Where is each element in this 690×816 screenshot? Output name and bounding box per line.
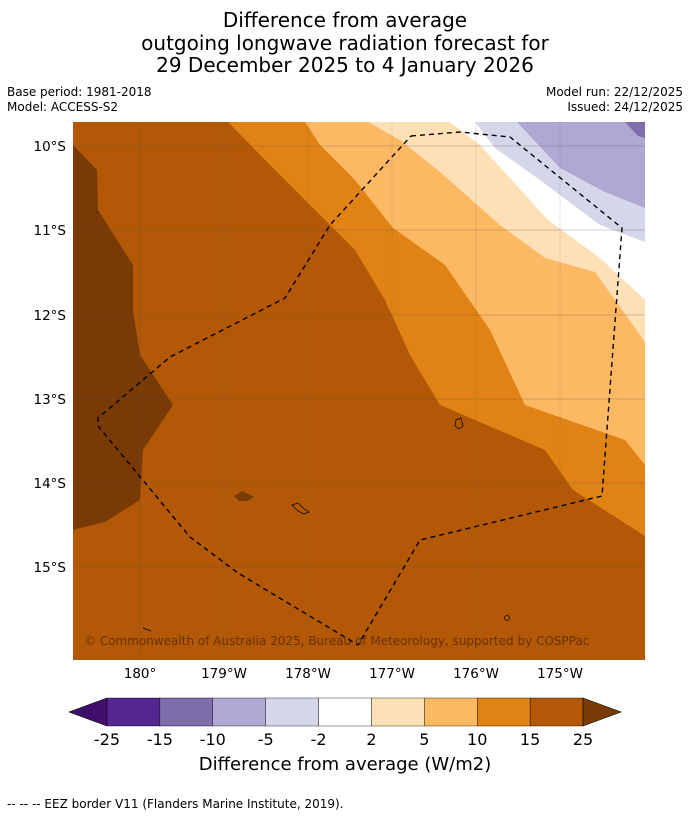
island-center: [291, 502, 310, 515]
colorbar-box-3: [265, 697, 319, 727]
colorbar-label: 5: [419, 730, 429, 749]
island-speck: [96, 211, 99, 214]
lon-label-175w: 175°W: [537, 666, 583, 682]
colorbar-box-5: [371, 697, 425, 727]
graticule: [73, 122, 645, 660]
contour-neg15-neg10: [625, 122, 645, 138]
contour-fills: [73, 122, 645, 660]
colorbar-box-6: [424, 697, 478, 727]
island-reef: [142, 627, 152, 632]
island-north: [454, 417, 464, 430]
colorbar-label: 15: [520, 730, 540, 749]
lat-label-11s: 11°S: [34, 223, 67, 239]
eez-border: [97, 131, 623, 646]
colorbar-label: 10: [467, 730, 487, 749]
meta-right: Model run: 22/12/2025 Issued: 24/12/2025: [546, 85, 683, 115]
colorbar-box-2: [212, 697, 266, 727]
model-name: Model: ACCESS-S2: [7, 100, 119, 114]
base-period: Base period: 1981-2018: [7, 85, 152, 99]
model-run: Model run: 22/12/2025: [545, 85, 683, 99]
copyright-text: © Commonwealth of Australia 2025, Bureau…: [84, 634, 589, 648]
colorbar-label: -10: [200, 730, 226, 749]
footnote-eez: -- -- -- EEZ border V11 (Flanders Marine…: [7, 797, 344, 811]
islands: [96, 211, 510, 632]
lon-label-177w: 177°W: [369, 666, 415, 682]
colorbar-box-4: [318, 697, 372, 727]
lat-label-10s: 10°S: [34, 139, 67, 155]
colorbar-label: 2: [366, 730, 376, 749]
contour-above-25: [73, 145, 173, 530]
island-southeast: [504, 615, 510, 621]
contour-neg10-neg5: [517, 122, 645, 208]
lat-axis: 10°S 11°S 12°S 13°S 14°S 15°S: [34, 139, 67, 576]
colorbar-box-0: [106, 697, 161, 727]
title-line-1: Difference from average: [222, 8, 468, 32]
lat-label-14s: 14°S: [34, 476, 67, 492]
lon-label-179w: 179°W: [201, 666, 247, 682]
island-west: [234, 491, 254, 501]
colorbar: -25 -15 -10 -5 -2 2 5 10 15 25: [68, 697, 622, 749]
lon-axis: 180° 179°W 178°W 177°W 176°W 175°W: [124, 666, 583, 682]
colorbar-extend-low: [68, 697, 108, 727]
title-line-3: 29 December 2025 to 4 January 2026: [156, 53, 534, 77]
lon-label-178w: 178°W: [285, 666, 331, 682]
lat-label-13s: 13°S: [34, 392, 67, 408]
colorbar-label: -2: [311, 730, 327, 749]
colorbar-extend-high: [582, 697, 622, 727]
colorbar-label: -5: [258, 730, 274, 749]
colorbar-label: 25: [573, 730, 593, 749]
colorbar-label: -15: [147, 730, 173, 749]
colorbar-label: -25: [94, 730, 120, 749]
title-line-2: outgoing longwave radiation forecast for: [141, 30, 549, 55]
issued-date: Issued: 24/12/2025: [567, 100, 683, 114]
colorbar-box-7: [477, 697, 531, 727]
colorbar-title: Difference from average (W/m2): [199, 754, 491, 775]
colorbar-box-1: [159, 697, 213, 727]
lat-label-15s: 15°S: [34, 560, 67, 576]
meta-left: Base period: 1981-2018 Model: ACCESS-S2: [7, 85, 152, 115]
colorbar-box-8: [529, 697, 584, 727]
lat-label-12s: 12°S: [34, 308, 67, 324]
chart-title: Difference from average outgoing longwav…: [0, 9, 690, 77]
lon-label-176w: 176°W: [453, 666, 499, 682]
lon-label-180: 180°: [124, 666, 157, 682]
